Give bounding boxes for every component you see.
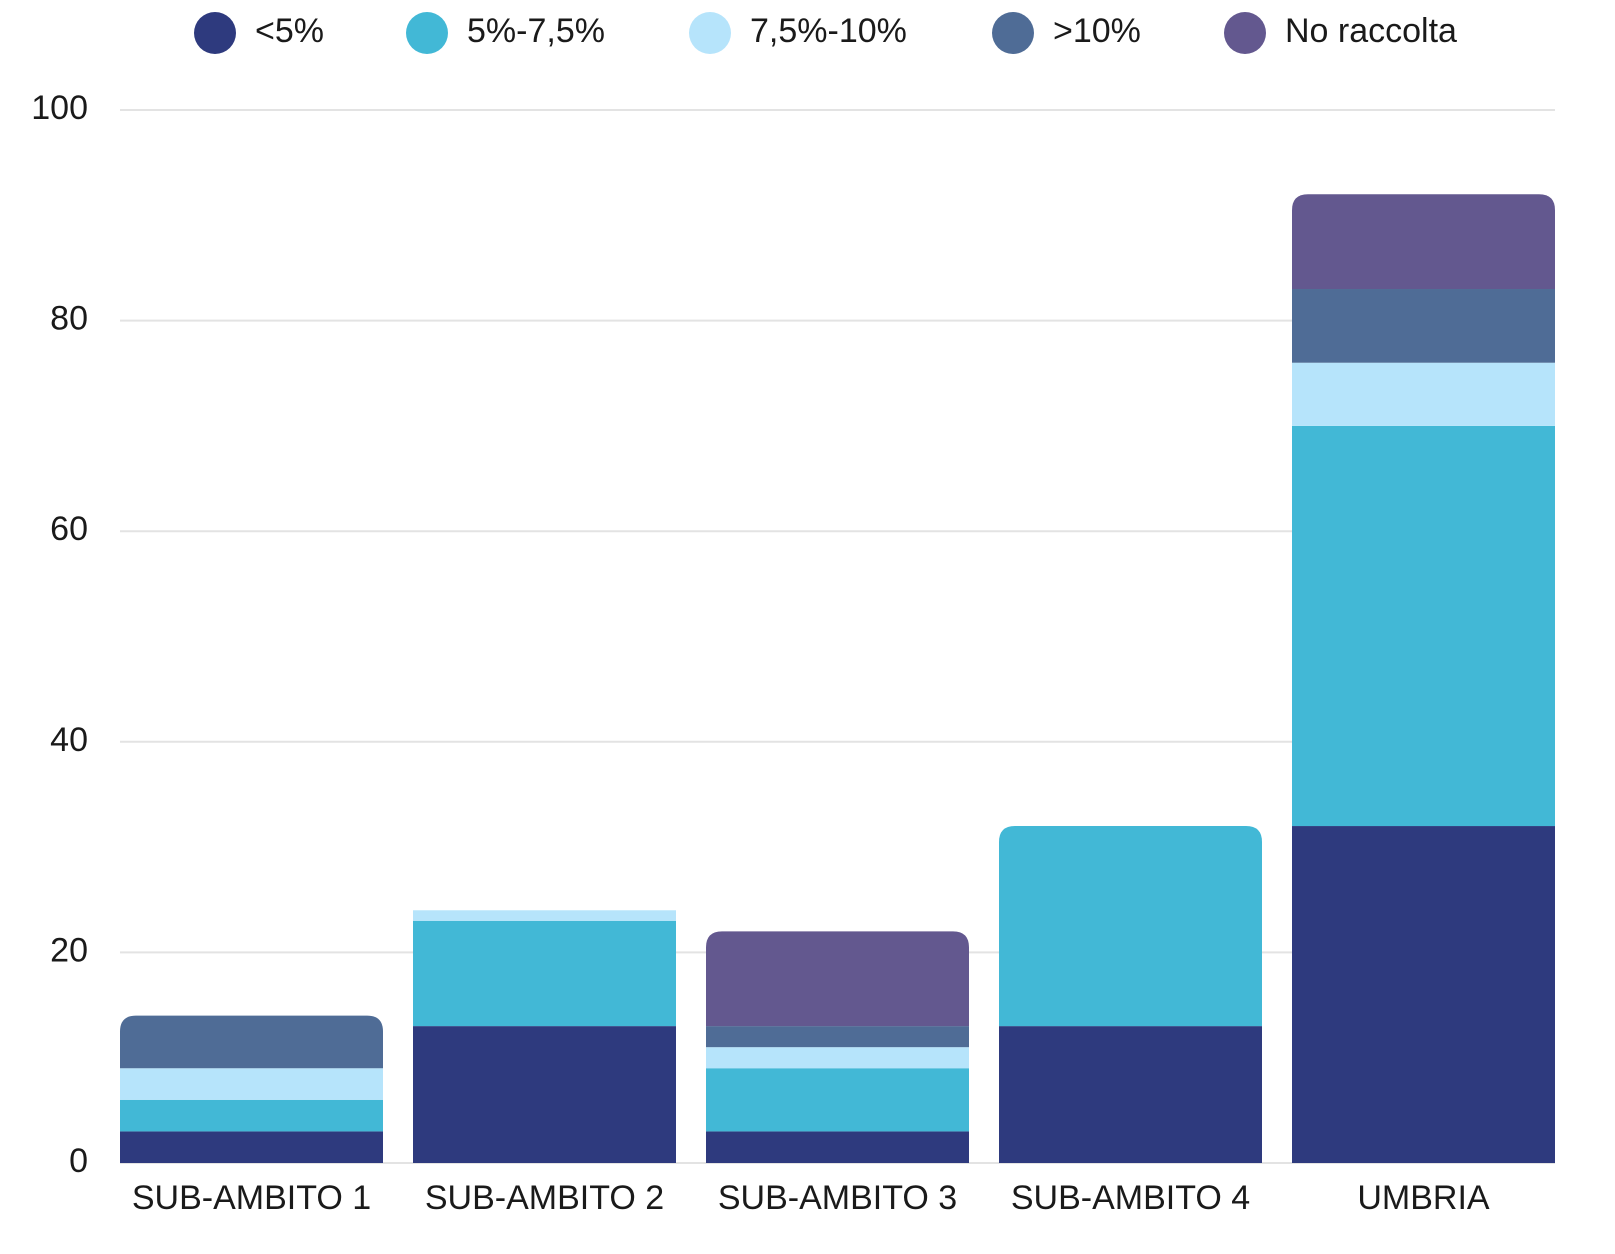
bar-segment: [1292, 194, 1555, 290]
x-tick-label: SUB-AMBITO 2: [425, 1179, 664, 1217]
y-tick-label: 0: [69, 1142, 88, 1180]
y-tick-label: 20: [50, 931, 88, 969]
x-tick-label: UMBRIA: [1357, 1179, 1490, 1217]
legend-swatch: [194, 12, 236, 54]
y-tick-label: 60: [50, 510, 88, 548]
bar-segment: [999, 1026, 1262, 1163]
y-tick-label: 80: [50, 300, 88, 338]
bar-segment: [120, 1015, 383, 1069]
legend-swatch: [406, 12, 448, 54]
bar-segment: [706, 1068, 969, 1132]
legend-label: No raccolta: [1285, 12, 1457, 50]
bar-segment: [706, 1047, 969, 1069]
bar-segment: [413, 1026, 676, 1163]
bar-segment: [1292, 289, 1555, 363]
legend-label: 5%-7,5%: [467, 12, 605, 50]
legend-swatch: [992, 12, 1034, 54]
bar-segment: [1292, 362, 1555, 426]
bar-segment: [413, 920, 676, 1027]
legend-label: <5%: [255, 12, 324, 50]
bar-segment: [120, 1068, 383, 1100]
y-tick-label: 40: [50, 721, 88, 759]
bar-segment: [120, 1131, 383, 1163]
bar-segment: [999, 826, 1262, 1027]
legend-swatch: [689, 12, 731, 54]
x-tick-label: SUB-AMBITO 4: [1011, 1179, 1250, 1217]
bar-segment: [706, 1131, 969, 1163]
legend-swatch: [1224, 12, 1266, 54]
y-tick-label: 100: [31, 89, 88, 127]
bar-segment: [413, 910, 676, 921]
x-tick-label: SUB-AMBITO 3: [718, 1179, 957, 1217]
x-tick-label: SUB-AMBITO 1: [132, 1179, 371, 1217]
bar-segment: [706, 931, 969, 1027]
legend-label: 7,5%-10%: [750, 12, 907, 50]
bar-segment: [1292, 826, 1555, 1163]
bar-segment: [1292, 425, 1555, 827]
bar-segment: [706, 1026, 969, 1048]
legend-label: >10%: [1053, 12, 1141, 50]
bar-segment: [120, 1099, 383, 1132]
